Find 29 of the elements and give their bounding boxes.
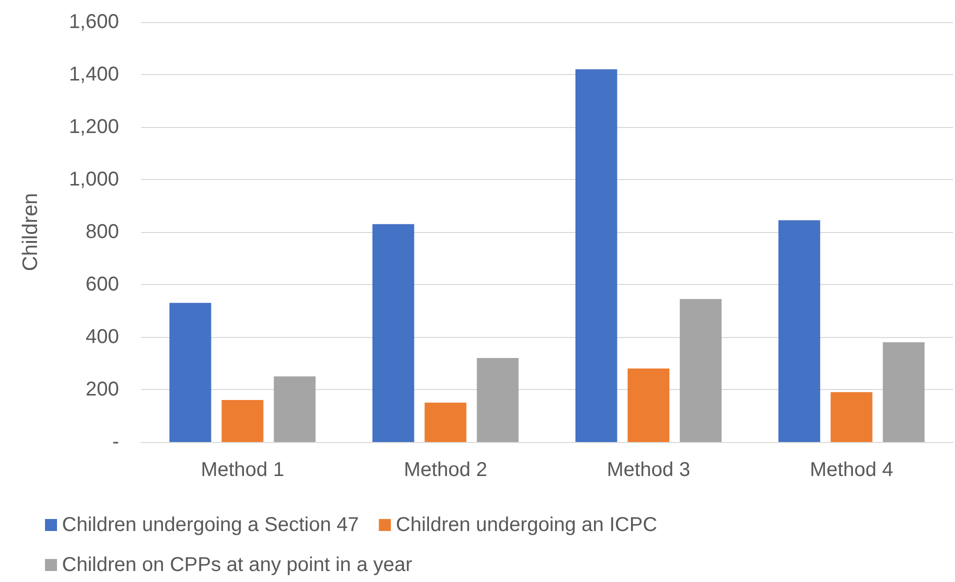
- y-tick-label: 600: [86, 274, 119, 296]
- bar: [575, 69, 618, 442]
- y-tick-label: 800: [86, 221, 119, 243]
- y-tick-label: 400: [86, 326, 119, 348]
- bar: [882, 342, 925, 442]
- legend-label: Children undergoing an ICPC: [396, 514, 658, 536]
- bar: [372, 224, 414, 442]
- x-tick-label: Method 1: [200, 459, 284, 481]
- bar: [628, 368, 670, 442]
- bar: [680, 298, 722, 442]
- y-axis-title: Children: [19, 192, 42, 272]
- bar: [778, 220, 820, 442]
- legend-label: Children on CPPs at any point in a year: [62, 554, 413, 576]
- legend-label: Children undergoing a Section 47: [62, 514, 359, 536]
- x-tick-label: Method 4: [810, 459, 894, 481]
- bar: [274, 376, 316, 442]
- y-tick-label: 200: [86, 378, 119, 400]
- y-tick-label: 1,000: [68, 168, 119, 190]
- bar: [830, 392, 872, 442]
- y-tick-label: 1,400: [68, 64, 119, 86]
- x-tick-label: Method 3: [606, 459, 690, 481]
- y-tick-label: -: [112, 431, 119, 453]
- y-tick-label: 1,200: [68, 116, 119, 138]
- bar: [169, 302, 212, 442]
- bar: [476, 358, 519, 442]
- bar: [424, 402, 466, 442]
- bar: [222, 400, 264, 442]
- x-tick-label: Method 2: [404, 459, 488, 481]
- y-tick-label: 1,600: [68, 11, 119, 33]
